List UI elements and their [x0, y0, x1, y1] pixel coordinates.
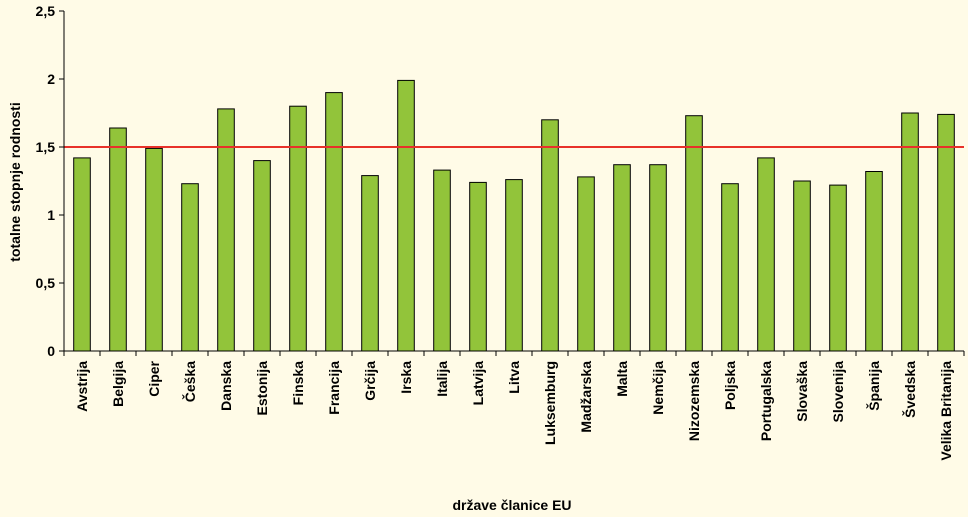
bar-20 — [757, 157, 775, 352]
bar-11 — [433, 169, 451, 352]
bar-12 — [469, 181, 487, 352]
bar-9 — [361, 175, 379, 352]
bar-6 — [253, 160, 271, 352]
bar-5 — [217, 108, 235, 352]
x-tick-label: Grčija — [362, 361, 378, 401]
x-tick-label: Litva — [506, 361, 522, 394]
y-tick-labels: 0 0,5 1 1,5 2 2,5 — [36, 3, 56, 359]
x-tick-label: Portugalska — [758, 361, 774, 441]
bar-24 — [901, 112, 919, 352]
bar-15 — [577, 176, 595, 352]
bar-1 — [73, 157, 91, 352]
y-tick-label: 2,5 — [36, 3, 56, 19]
x-tick-label: Madžarska — [578, 361, 594, 433]
axes-group — [59, 10, 965, 356]
x-tick-label: Irska — [398, 361, 414, 394]
bar-17 — [649, 164, 667, 352]
x-tick-label: Estonija — [254, 361, 270, 416]
x-tick-label: Ciper — [146, 360, 162, 396]
x-tick-label: Italija — [434, 361, 450, 397]
bar-25 — [937, 113, 955, 352]
x-tick-label: Češka — [181, 361, 198, 402]
bar-14 — [541, 119, 559, 352]
bar-4 — [181, 183, 199, 352]
x-tick-label: Slovenija — [830, 361, 846, 423]
bar-21 — [793, 180, 811, 352]
bar-23 — [865, 171, 883, 352]
bar-10 — [397, 79, 415, 352]
x-tick-labels: Avstrija Belgija Ciper Češka Danska Estonija F… — [74, 360, 954, 460]
x-tick-label: Luksemburg — [542, 361, 558, 445]
x-tick-label: Francija — [326, 361, 342, 415]
x-tick-label: Slovaška — [794, 361, 810, 422]
x-axis-title: države članice EU — [452, 497, 571, 513]
x-tick-label: Avstrija — [74, 361, 90, 412]
bar-19 — [721, 183, 739, 352]
y-tick-label: 1 — [47, 207, 55, 223]
bar-18 — [685, 115, 703, 352]
bar-3 — [145, 147, 163, 352]
bar-8 — [325, 92, 343, 352]
x-tick-label: Poljska — [722, 361, 738, 410]
y-axis-title: totalne stopnje rodnosti — [7, 102, 23, 261]
y-tick-label: 2 — [47, 71, 55, 87]
y-tick-label: 0,5 — [36, 275, 56, 291]
bar-16 — [613, 164, 631, 352]
x-tick-label: Španija — [865, 361, 882, 411]
x-tick-label: Danska — [218, 361, 234, 411]
y-tick-label: 0 — [47, 343, 55, 359]
bar-2 — [109, 127, 127, 352]
x-tick-label: Belgija — [110, 361, 126, 407]
x-tick-label: Velika Britanija — [938, 361, 954, 461]
x-tick-label: Nemčija — [650, 361, 666, 415]
x-tick-label: Finska — [290, 361, 306, 406]
x-tick-label: Švedska — [901, 361, 918, 418]
bars-group — [73, 79, 955, 352]
x-tick-label: Nizozemska — [686, 361, 702, 441]
bar-22 — [829, 184, 847, 352]
bar-7 — [289, 105, 307, 352]
bar-13 — [505, 179, 523, 352]
x-tick-label: Malta — [614, 361, 630, 397]
x-tick-label: Latvija — [470, 361, 486, 406]
y-tick-label: 1,5 — [36, 139, 56, 155]
